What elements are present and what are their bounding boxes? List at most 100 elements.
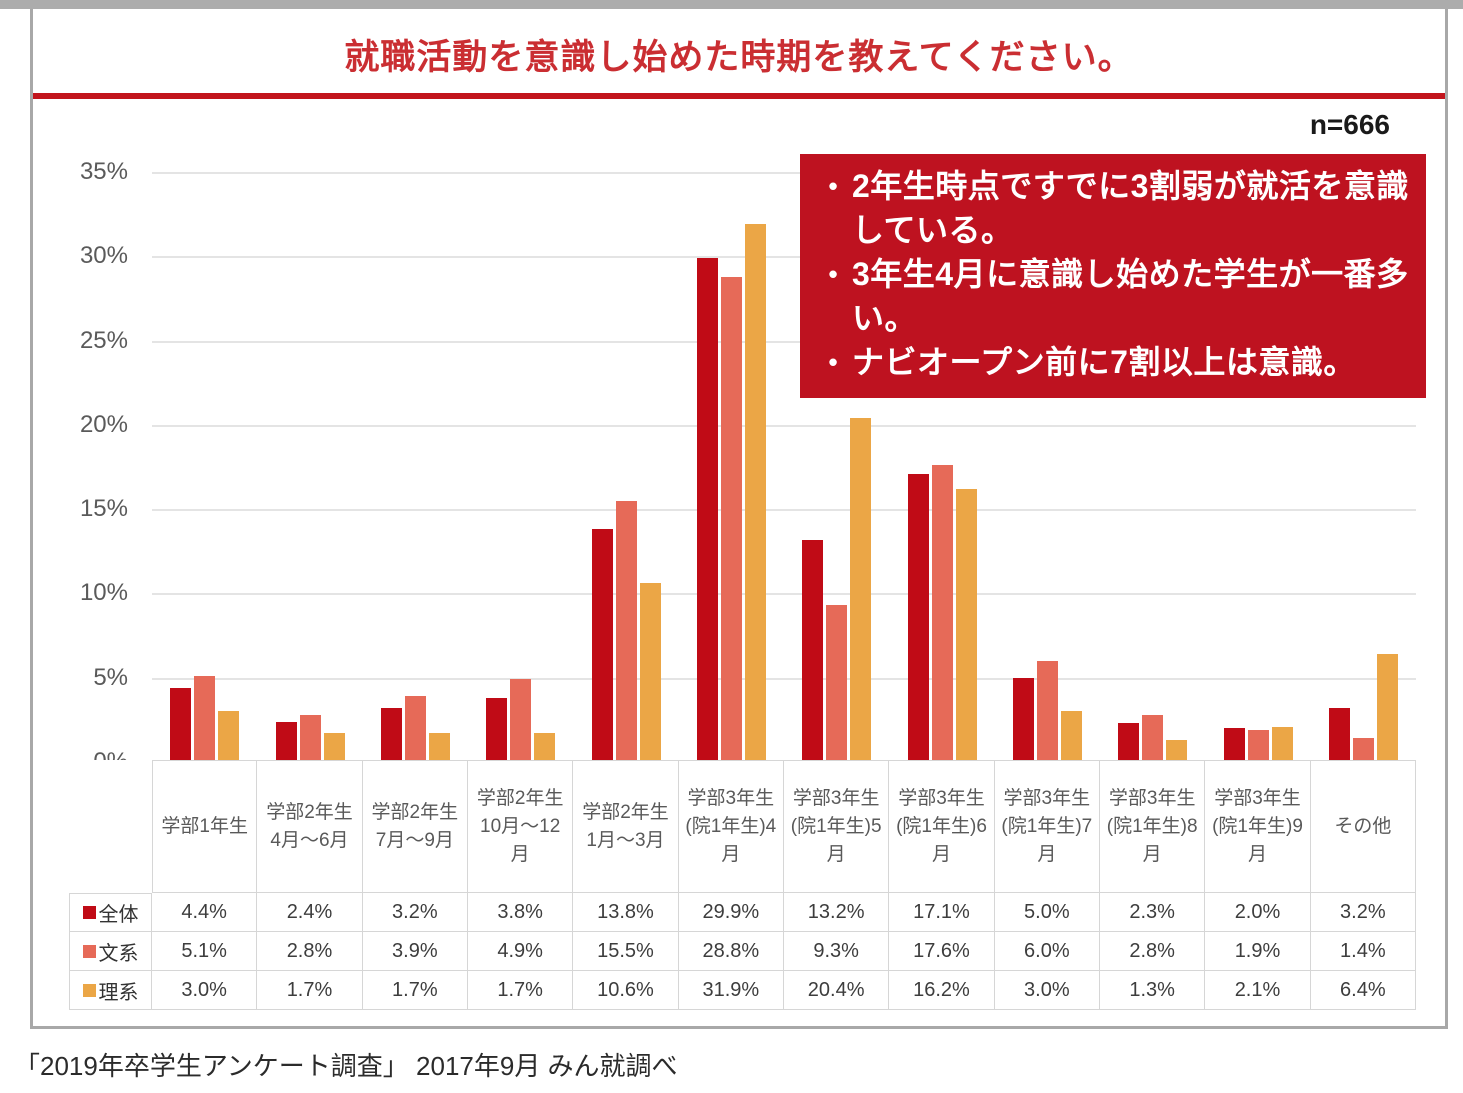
table-header-7: 学部3年生(院1年生)5月 (784, 760, 890, 893)
table-value-文系-8: 17.6% (889, 932, 995, 971)
legend-row-label-文系: 文系 (69, 932, 152, 971)
legend-row-label-全体: 全体 (69, 893, 152, 932)
bar-全体-6 (696, 258, 718, 762)
y-tick-label-20: 20% (79, 410, 128, 438)
table-value-理系-12: 6.4% (1310, 971, 1416, 1010)
y-tick-label-35: 35% (79, 158, 128, 185)
table-value-全体-9: 5.0% (994, 893, 1100, 932)
table-value-全体-3: 3.2% (362, 893, 468, 932)
table-value-理系-4: 1.7% (468, 971, 574, 1010)
table-value-理系-3: 1.7% (362, 971, 468, 1010)
gridline-10 (152, 593, 1416, 596)
table-value-文系-7: 9.3% (784, 932, 890, 971)
table-value-文系-11: 1.9% (1205, 932, 1311, 971)
bar-全体-2 (275, 721, 297, 762)
y-axis: 0%5%10%15%20%25%30%35% (33, 158, 128, 775)
legend-label-text-理系: 理系 (98, 981, 139, 1004)
table-header-10: 学部3年生(院1年生)8月 (1100, 760, 1206, 893)
table-value-理系-1: 3.0% (152, 971, 258, 1010)
bar-文系-7 (826, 605, 848, 762)
bar-文系-10 (1142, 714, 1164, 762)
bar-全体-1 (170, 687, 192, 762)
table-value-文系-6: 28.8% (678, 932, 784, 971)
bar-理系-2 (323, 733, 345, 762)
annotation-bullet-1: • 2年生時点ですでに3割弱が就活を意識している。 (814, 164, 1416, 252)
gridline-35 (152, 172, 1416, 174)
bar-理系-9 (1060, 711, 1082, 762)
table-header-6: 学部3年生(院1年生)4月 (678, 760, 784, 893)
table-header-5: 学部2年生1月〜3月 (573, 760, 679, 893)
table-value-理系-5: 10.6% (573, 971, 679, 1010)
data-table: 学部1年生 学部2年生4月〜6月 学部2年生7月〜9月 学部2年生10月〜12月 学部2… (69, 760, 1416, 1010)
bar-全体-10 (1118, 723, 1140, 762)
bar-文系-2 (299, 714, 321, 762)
legend-label-text-文系: 文系 (98, 942, 139, 965)
bullet-icon: • (828, 259, 838, 289)
legend-swatch-文系 (82, 944, 96, 958)
bar-文系-11 (1247, 730, 1269, 762)
bar-理系-1 (218, 711, 240, 762)
chart-title: 就職活動を意識し始めた時期を教えてください。 (344, 38, 1134, 77)
chart-panel: 就職活動を意識し始めた時期を教えてください。 n=666 0%5%10%15%2… (30, 9, 1448, 1029)
bar-全体-3 (380, 708, 402, 762)
table-header-1: 学部1年生 (152, 760, 258, 893)
y-tick-label-10: 10% (79, 579, 128, 607)
annotation-list: • 2年生時点ですでに3割弱が就活を意識している。 • 3年生4月に意識し始めた学生が… (814, 164, 1416, 384)
bar-全体-9 (1012, 677, 1034, 762)
table-value-理系-10: 1.3% (1100, 971, 1206, 1010)
table-header-3: 学部2年生7月〜9月 (362, 760, 468, 893)
table-value-全体-2: 2.4% (257, 893, 363, 932)
bar-文系-9 (1036, 660, 1058, 762)
bullet-icon: • (828, 347, 838, 377)
bar-理系-8 (955, 488, 977, 762)
table-value-文系-2: 2.8% (257, 932, 363, 971)
title-divider-rule (33, 93, 1445, 99)
legend-row-label-理系: 理系 (69, 971, 152, 1010)
bar-理系-4 (534, 733, 556, 762)
gridline-5 (152, 677, 1416, 680)
bar-理系-12 (1376, 654, 1398, 762)
window-top-strip (0, 0, 1463, 9)
table-header-2: 学部2年生4月〜6月 (257, 760, 363, 893)
table-value-理系-11: 2.1% (1205, 971, 1311, 1010)
bar-理系-3 (428, 733, 450, 762)
bar-全体-4 (486, 697, 508, 762)
table-header-8: 学部3年生(院1年生)6月 (889, 760, 995, 893)
bar-理系-6 (744, 224, 766, 762)
plot-area (152, 172, 1416, 762)
bar-文系-1 (194, 676, 216, 762)
table-value-全体-4: 3.8% (468, 893, 574, 932)
source-caption: 「2019年卒学生アンケート調査」 2017年9月 みん就調べ (14, 1051, 678, 1081)
table-value-理系-7: 20.4% (784, 971, 890, 1010)
gridline-20 (152, 424, 1416, 427)
bar-理系-7 (850, 418, 872, 762)
bar-文系-4 (510, 679, 532, 762)
bar-文系-6 (720, 276, 742, 762)
bar-理系-5 (639, 583, 661, 762)
table-value-理系-8: 16.2% (889, 971, 995, 1010)
gridline-15 (152, 509, 1416, 512)
table-value-文系-1: 5.1% (152, 932, 258, 971)
annotation-bullet-3: • ナビオープン前に7割以上は意識。 (814, 340, 1416, 384)
legend-label-text-全体: 全体 (98, 904, 139, 926)
table-value-文系-4: 4.9% (468, 932, 574, 971)
table-value-全体-7: 13.2% (784, 893, 890, 932)
bar-理系-10 (1166, 740, 1188, 762)
annotation-text-2: 3年生4月に意識し始めた学生が一番多い。 (852, 256, 1409, 336)
annotation-bullet-2: • 3年生4月に意識し始めた学生が一番多い。 (814, 252, 1416, 340)
table-value-全体-8: 17.1% (889, 893, 995, 932)
table-value-文系-3: 3.9% (362, 932, 468, 971)
table-value-理系-6: 31.9% (678, 971, 784, 1010)
table-value-文系-5: 15.5% (573, 932, 679, 971)
legend-swatch-理系 (82, 983, 96, 997)
bar-全体-12 (1328, 708, 1350, 762)
table-value-全体-1: 4.4% (152, 893, 258, 932)
table-header-11: 学部3年生(院1年生)9月 (1205, 760, 1311, 893)
table-value-全体-5: 13.8% (573, 893, 679, 932)
bar-文系-5 (615, 500, 637, 762)
table-value-全体-11: 2.0% (1205, 893, 1311, 932)
bar-文系-3 (404, 696, 426, 762)
bar-全体-7 (802, 539, 824, 762)
table-value-文系-9: 6.0% (994, 932, 1100, 971)
table-value-文系-10: 2.8% (1100, 932, 1206, 971)
